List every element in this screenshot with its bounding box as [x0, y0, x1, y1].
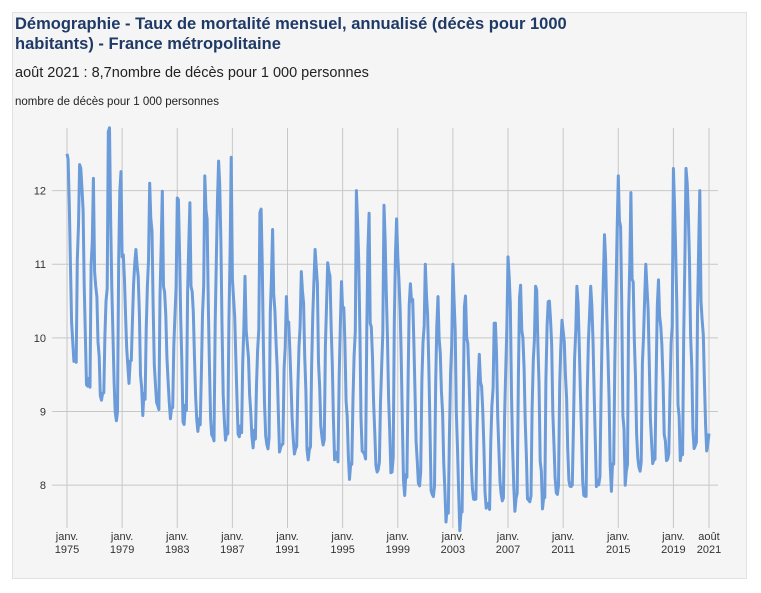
y-tick-label: 12: [34, 186, 46, 198]
x-tick-year-label: 1991: [275, 544, 299, 556]
x-tick-year-label: 1983: [165, 544, 189, 556]
x-tick-month-label: janv.: [551, 531, 574, 543]
chart-subtitle: août 2021 : 8,7nombre de décès pour 1 00…: [15, 65, 369, 81]
x-tick-year-label: 2015: [606, 544, 630, 556]
x-tick-month-label: janv.: [110, 531, 133, 543]
x-tick-year-label: 1999: [386, 544, 410, 556]
x-tick-month-label: janv.: [55, 531, 78, 543]
x-tick-month-label: janv.: [386, 531, 409, 543]
x-tick-year-label: 2011: [551, 544, 575, 556]
x-tick-month-label: janv.: [441, 531, 464, 543]
x-tick-year-label: 2007: [496, 544, 520, 556]
x-tick-year-label: 1975: [55, 544, 79, 556]
x-tick-year-label: 1979: [110, 544, 134, 556]
x-tick-month-label: janv.: [165, 531, 188, 543]
x-tick-year-label: 1995: [330, 544, 354, 556]
x-tick-month-label: août: [698, 531, 719, 543]
x-tick-year-label: 2003: [441, 544, 465, 556]
chart-title: Démographie - Taux de mortalité mensuel,…: [15, 15, 567, 53]
y-tick-label: 9: [40, 407, 46, 419]
x-tick-year-label: 2019: [661, 544, 685, 556]
x-tick-month-label: janv.: [275, 531, 298, 543]
x-tick-month-label: janv.: [220, 531, 243, 543]
x-tick-year-label: 2021: [697, 544, 721, 556]
x-tick-year-label: 1987: [220, 544, 244, 556]
y-tick-label: 8: [40, 480, 46, 492]
mortality-rate-line: [65, 126, 711, 533]
x-tick-month-label: janv.: [661, 531, 684, 543]
y-tick-label: 10: [34, 333, 46, 345]
y-tick-label: 11: [35, 259, 46, 271]
x-tick-month-label: janv.: [606, 531, 629, 543]
x-tick-month-label: janv.: [496, 531, 519, 543]
y-axis-label: nombre de décès pour 1 000 personnes: [15, 96, 219, 108]
x-tick-month-label: janv.: [330, 531, 353, 543]
